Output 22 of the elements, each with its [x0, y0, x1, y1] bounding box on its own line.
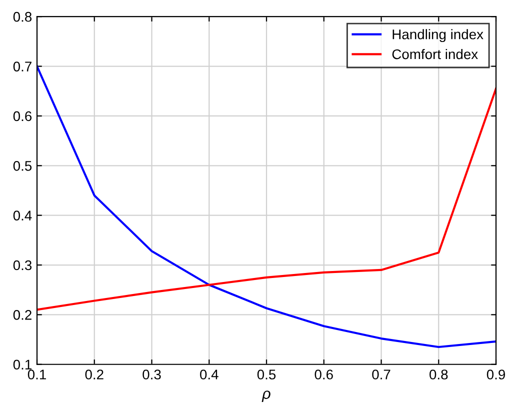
line-series [37, 88, 496, 311]
x-tick-label: 0.1 [28, 370, 46, 380]
x-tick-label: 0.8 [430, 370, 448, 380]
y-tick-label: 0.3 [13, 260, 32, 270]
x-tick-label: 0.7 [372, 370, 390, 380]
line-series [37, 65, 496, 348]
y-tick-label: 0.5 [13, 160, 32, 171]
y-tick-label: 0.7 [13, 62, 32, 72]
x-axis-title: ρ [262, 390, 270, 402]
x-tick-label: 0.5 [257, 370, 276, 380]
x-tick-label: 0.6 [314, 370, 333, 380]
legend-label: Comfort index [392, 48, 478, 60]
y-tick-label: 0.6 [13, 111, 32, 122]
x-tick-label: 0.2 [85, 370, 104, 380]
y-tick-label: 0.8 [13, 12, 32, 22]
x-tick-label: 0.3 [142, 370, 161, 380]
y-tick-label: 0.2 [13, 310, 32, 320]
y-tick-label: 0.1 [13, 360, 32, 370]
y-tick-label: 0.4 [13, 210, 32, 220]
legend-label: Handling index [392, 29, 484, 42]
x-tick-label: 0.4 [200, 370, 218, 380]
x-tick-label: 0.9 [486, 370, 506, 380]
